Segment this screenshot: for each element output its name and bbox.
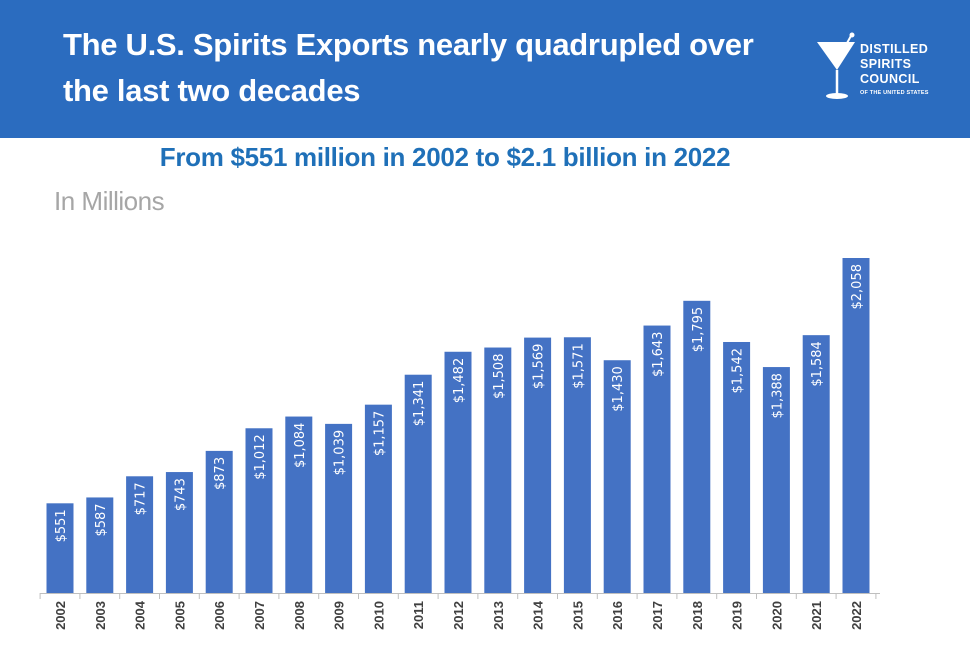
- bar: [205, 450, 233, 593]
- bar: [683, 300, 711, 593]
- bar: [603, 360, 631, 593]
- x-tick-label: 2022: [849, 601, 864, 630]
- x-tick-label: 2021: [809, 601, 824, 630]
- data-label: $743: [173, 478, 188, 511]
- x-tick-label: 2012: [451, 601, 466, 630]
- data-label: $587: [94, 503, 109, 536]
- x-tick-label: 2017: [650, 601, 665, 630]
- data-label: $551: [54, 509, 69, 542]
- data-label: $1,508: [492, 354, 507, 400]
- bar: [563, 337, 591, 593]
- x-tick-label: 2003: [93, 601, 108, 630]
- x-tick-label: 2016: [610, 601, 625, 630]
- data-label: $717: [134, 482, 149, 515]
- x-tick-label: 2019: [730, 601, 745, 630]
- x-tick-label: 2002: [53, 601, 68, 630]
- bar: [524, 337, 552, 593]
- bar: [245, 428, 273, 593]
- bar: [165, 472, 193, 593]
- chart-title: From $551 million in 2002 to $2.1 billio…: [159, 142, 731, 172]
- bar: [86, 497, 114, 593]
- data-label: $1,569: [532, 344, 547, 390]
- logo-subline: OF THE UNITED STATES: [860, 90, 929, 96]
- data-label: $1,012: [253, 434, 268, 480]
- data-label: $1,341: [412, 381, 427, 427]
- x-tick-label: 2018: [690, 601, 705, 630]
- logo-line-2: SPIRITS: [860, 57, 912, 71]
- header-banner: The U.S. Spirits Exports nearly quadrupl…: [0, 0, 970, 138]
- x-tick-label: 2014: [531, 600, 546, 630]
- data-label: $1,084: [293, 423, 308, 469]
- x-tick-label: 2006: [212, 601, 227, 630]
- logo-line-1: DISTILLED: [860, 42, 929, 56]
- bar: [842, 258, 870, 593]
- bar: [325, 423, 353, 593]
- bar: [404, 374, 432, 593]
- x-tick-label: 2010: [371, 601, 386, 630]
- x-tick-label: 2007: [252, 601, 267, 630]
- distilled-spirits-council-logo: DISTILLED SPIRITS COUNCIL OF THE UNITED …: [815, 32, 965, 104]
- x-tick-label: 2005: [172, 601, 187, 630]
- x-tick-label: 2020: [769, 601, 784, 630]
- y-axis-label: In Millions: [54, 186, 165, 216]
- bar: [126, 476, 154, 593]
- page-title: The U.S. Spirits Exports nearly quadrupl…: [63, 27, 754, 108]
- logo-wordmark: DISTILLED SPIRITS COUNCIL: [860, 42, 928, 87]
- bar: [723, 341, 751, 593]
- bar: [802, 335, 830, 593]
- data-label: $1,584: [810, 341, 825, 387]
- martini-glass-icon: [817, 32, 855, 99]
- bar: [762, 367, 790, 593]
- bar: [444, 351, 472, 593]
- data-label: $1,482: [452, 358, 467, 404]
- data-label: $2,058: [850, 264, 865, 310]
- x-tick-label: 2008: [292, 601, 307, 630]
- bar: [643, 325, 671, 593]
- data-label: $1,388: [770, 373, 785, 419]
- x-tick-label: 2011: [411, 601, 426, 629]
- data-label: $873: [213, 457, 228, 490]
- x-tick-label: 2009: [332, 601, 347, 630]
- data-label: $1,157: [372, 411, 387, 457]
- bar: [484, 347, 512, 593]
- data-label: $1,571: [571, 343, 586, 389]
- bar: [285, 416, 313, 593]
- data-label: $1,643: [651, 332, 666, 378]
- logo-line-3: COUNCIL: [860, 72, 920, 86]
- bar: [46, 503, 74, 593]
- data-label: $1,430: [611, 366, 626, 412]
- x-tick-label: 2015: [570, 601, 585, 630]
- bar: [364, 404, 392, 593]
- data-label: $1,795: [691, 307, 706, 353]
- data-label: $1,039: [333, 430, 348, 476]
- x-tick-label: 2004: [133, 600, 148, 630]
- data-label: $1,542: [731, 348, 746, 394]
- x-tick-label: 2013: [491, 601, 506, 630]
